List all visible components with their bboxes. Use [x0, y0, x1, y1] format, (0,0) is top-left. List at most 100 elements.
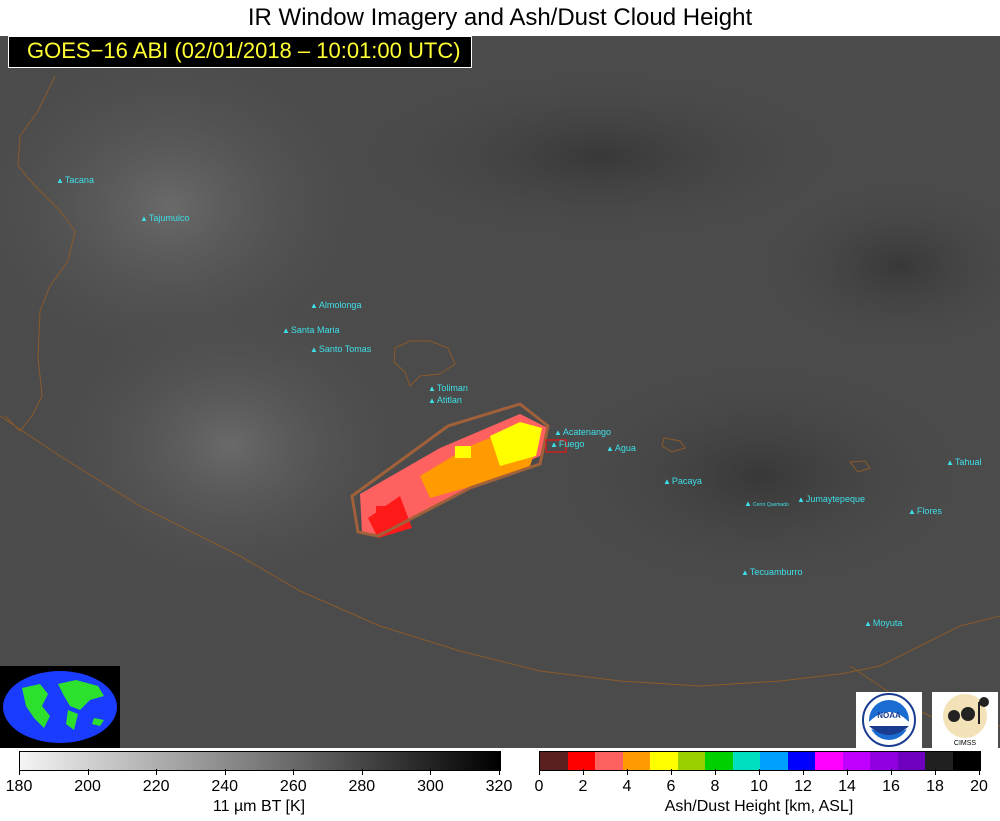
colorbar-tick-label: 220 — [142, 778, 170, 795]
volcano-marker[interactable]: ▲Fuego — [550, 439, 585, 449]
ash-cloud — [360, 414, 548, 538]
volcano-marker[interactable]: ▲Atitlan — [428, 395, 462, 405]
colorbar-tick-label: 4 — [622, 778, 632, 795]
colorbar-tick-label: 10 — [750, 778, 768, 795]
colorbar-tick — [430, 769, 432, 775]
colorbar-swatch — [540, 752, 568, 770]
colorbar-tick-label: 260 — [279, 778, 307, 795]
colorbar-swatch — [925, 752, 953, 770]
map-overlay — [0, 36, 1000, 727]
volcano-icon: ▲ — [282, 326, 290, 335]
height-colorbar — [539, 751, 981, 771]
volcano-icon: ▲ — [864, 619, 872, 628]
volcano-marker[interactable]: ▲Tahual — [946, 457, 982, 467]
colorbar-tick — [671, 769, 672, 775]
bt-colorbar-label: 11 µm BT [K] — [212, 798, 306, 815]
ash-pixel-red — [376, 506, 386, 514]
colorbar-tick — [499, 769, 500, 775]
volcano-icon: ▲ — [428, 384, 436, 393]
colorbar-swatch — [732, 752, 760, 770]
colorbar-swatch — [567, 752, 595, 770]
ash-pixel-high — [455, 446, 471, 458]
volcano-marker[interactable]: ▲Santo Tomas — [310, 344, 372, 354]
volcano-marker[interactable]: ▲Agua — [606, 443, 636, 453]
colorbar-tick-label: 240 — [211, 778, 239, 795]
colorbar-tick — [293, 769, 295, 775]
volcano-marker[interactable]: ▲Tacana — [56, 175, 94, 185]
volcano-icon: ▲ — [56, 176, 64, 185]
colorbar-swatch — [870, 752, 898, 770]
volcano-marker[interactable]: ▲Almolonga — [310, 300, 362, 310]
colorbar-swatch — [787, 752, 815, 770]
volcano-marker[interactable]: ▲Moyuta — [864, 618, 903, 628]
volcano-marker[interactable]: ▲Acatenango — [554, 427, 611, 437]
colorbar-tick-label: 8 — [710, 778, 720, 795]
cimss-logo: CIMSS — [932, 692, 998, 748]
volcano-icon: ▲ — [741, 568, 749, 577]
colorbar-tick-label: 300 — [417, 778, 444, 795]
colorbar-tick-label: 6 — [666, 778, 676, 795]
cloud-dark-region — [750, 176, 1000, 356]
colorbar-tick — [935, 769, 936, 775]
colorbar-tick — [847, 769, 848, 775]
volcano-marker[interactable]: ▲Tajumulco — [140, 213, 190, 223]
volcano-icon: ▲ — [744, 499, 752, 508]
volcano-icon: ▲ — [797, 495, 805, 504]
colorbar-tick-label: 20 — [970, 778, 988, 795]
colorbar-swatch — [897, 752, 925, 770]
colorbar-tick — [583, 769, 584, 775]
colorbar-tick-label: 320 — [485, 778, 513, 795]
lake — [849, 460, 871, 473]
colorbar-tick — [87, 769, 89, 775]
volcano-icon: ▲ — [908, 507, 916, 516]
ash-region-red — [368, 496, 412, 538]
volcano-marker[interactable]: ▲Pacaya — [663, 476, 702, 486]
cloud-dark-region — [540, 356, 980, 596]
svg-text:NOAA: NOAA — [877, 711, 901, 720]
colorbar-swatch — [815, 752, 843, 770]
colorbar-tick — [759, 769, 760, 775]
colorbar-tick-label: 16 — [882, 778, 900, 795]
bt-colorbar — [19, 751, 501, 771]
coastline — [0, 415, 1000, 687]
colorbar-tick — [361, 769, 363, 775]
satellite-map[interactable]: ▲Tacana ▲Tajumulco ▲Almolonga ▲Santa Mar… — [0, 36, 1000, 748]
volcano-marker[interactable]: ▲Jumaytepeque — [797, 494, 865, 504]
volcano-icon: ▲ — [606, 444, 614, 453]
colorbar-tick — [979, 769, 980, 775]
ash-region-high — [490, 422, 542, 466]
colorbar-swatch — [952, 752, 980, 770]
page-title: IR Window Imagery and Ash/Dust Cloud Hei… — [247, 4, 753, 31]
volcano-marker[interactable]: ▲Toliman — [428, 383, 468, 393]
svg-text:CIMSS: CIMSS — [954, 740, 977, 747]
colorbar-swatch — [595, 752, 623, 770]
colorbar-swatch — [705, 752, 733, 770]
colorbar-tick — [19, 769, 20, 775]
colorbar-swatch — [842, 752, 870, 770]
colorbar-swatch — [677, 752, 705, 770]
noaa-logo: NOAA — [856, 692, 922, 748]
fuego-marker-box — [545, 439, 567, 453]
volcano-icon: ▲ — [140, 214, 148, 223]
height-colorbar-label: Ash/Dust Height [km, ASL] — [664, 798, 854, 815]
colorbar-tick — [539, 769, 540, 775]
colorbar-tick — [715, 769, 716, 775]
colorbar-tick-label: 18 — [926, 778, 944, 795]
globe-icon — [0, 666, 120, 748]
volcano-icon: ▲ — [946, 458, 954, 467]
colorbar-tick — [224, 769, 226, 775]
volcano-marker[interactable]: ▲Santa Maria — [282, 325, 340, 335]
volcano-marker[interactable]: ▲Cerro Quemado — [744, 499, 789, 508]
cloud-bright-region — [30, 286, 430, 606]
colorbar-tick-label: 2 — [578, 778, 588, 795]
lake-atitlan — [393, 340, 456, 387]
colorbar-tick-label: 0 — [534, 778, 544, 795]
colorbar-tick — [156, 769, 158, 775]
colorbar-swatch — [760, 752, 788, 770]
volcano-marker[interactable]: ▲Tecuamburro — [741, 567, 803, 577]
volcano-icon: ▲ — [554, 428, 562, 437]
border-line — [4, 75, 76, 432]
lake-amatitlan — [661, 437, 686, 453]
volcano-marker[interactable]: ▲Flores — [908, 506, 942, 516]
volcano-icon: ▲ — [663, 477, 671, 486]
